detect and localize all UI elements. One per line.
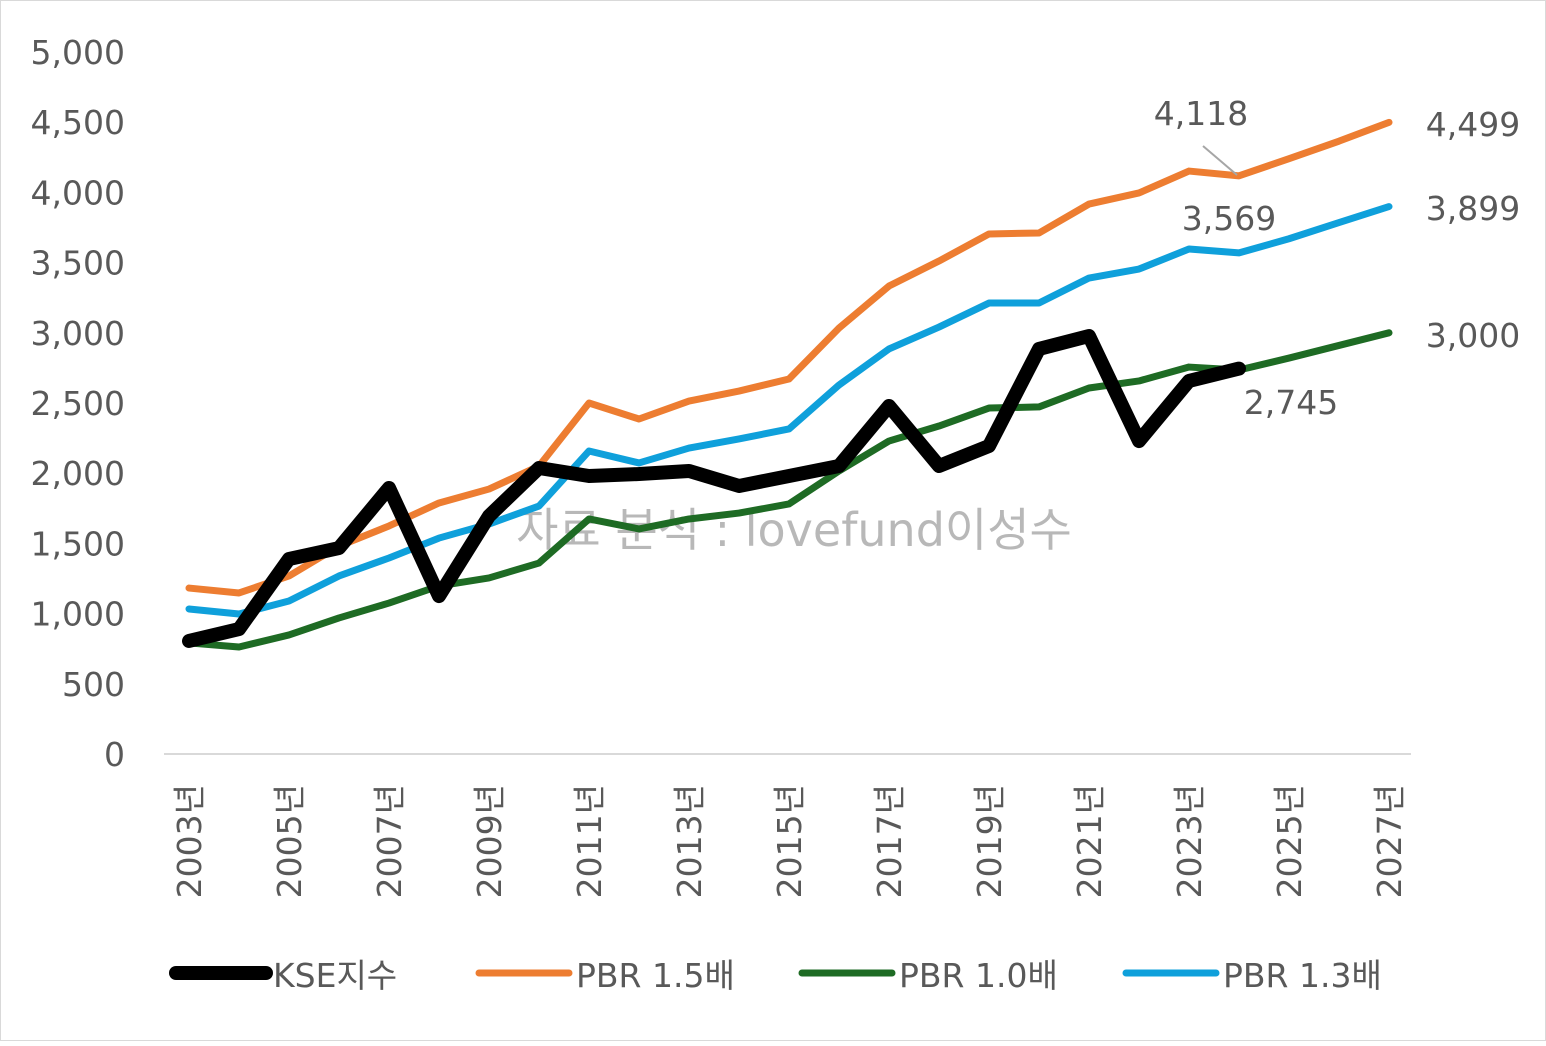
y-tick-label: 0 <box>104 735 125 774</box>
x-tick-label: 2025년 <box>1270 784 1309 898</box>
x-tick-label: 2009년 <box>470 784 509 898</box>
legend: KSE지수 PBR 1.5배 PBR 1.0배 PBR 1.3배 <box>169 956 1382 995</box>
y-tick-label: 3,000 <box>31 314 125 353</box>
annotations: 4,118 3,569 2,745 4,499 3,899 3,000 <box>1154 94 1520 422</box>
series-line-0 <box>182 329 1246 648</box>
y-tick-label: 500 <box>62 665 125 704</box>
y-tick-label: 3,500 <box>31 244 125 283</box>
x-tick-label: 2023년 <box>1170 784 1209 898</box>
y-tick-label: 1,500 <box>31 524 125 563</box>
data-label: 3,899 <box>1426 189 1520 228</box>
x-tick-label: 2013년 <box>670 784 709 898</box>
y-tick-label: 4,500 <box>31 103 125 142</box>
series-lines <box>182 118 1393 651</box>
watermark: 자료 분석 : lovefund이성수 <box>516 503 1072 557</box>
x-tick-label: 2021년 <box>1070 784 1109 898</box>
x-tick-label: 2017년 <box>870 784 909 898</box>
data-label: 3,000 <box>1426 316 1520 355</box>
legend-label-2: PBR 1.0배 <box>899 956 1058 995</box>
series-line-2 <box>185 329 1393 651</box>
data-label: 2,745 <box>1244 383 1338 422</box>
y-tick-label: 2,500 <box>31 384 125 423</box>
annotation-leader-line <box>1202 145 1238 176</box>
legend-label-0: KSE지수 <box>273 956 397 995</box>
x-tick-label: 2005년 <box>270 784 309 898</box>
series-line-3 <box>185 203 1393 618</box>
x-tick-label: 2019년 <box>970 784 1009 898</box>
data-label: 4,118 <box>1154 94 1248 133</box>
x-tick-label: 2027년 <box>1370 784 1409 898</box>
legend-label-3: PBR 1.3배 <box>1223 956 1382 995</box>
data-label: 4,499 <box>1426 105 1520 144</box>
y-axis: 0 500 1,000 1,500 2,000 2,500 3,000 3,500 4,000 4… <box>31 33 125 774</box>
x-tick-label: 2007년 <box>370 784 409 898</box>
x-tick-label: 2003년 <box>170 784 209 898</box>
x-axis: 2003년 2005년 2007년 2009년 2011년 2013년 2015년 2017년… <box>170 784 1409 898</box>
series-line-1 <box>185 118 1393 597</box>
data-label: 3,569 <box>1182 199 1276 238</box>
x-tick-label: 2011년 <box>570 784 609 898</box>
y-tick-label: 4,000 <box>31 173 125 212</box>
x-tick-label: 2015년 <box>770 784 809 898</box>
legend-label-1: PBR 1.5배 <box>576 956 735 995</box>
y-tick-label: 1,000 <box>31 595 125 634</box>
y-tick-label: 2,000 <box>31 454 125 493</box>
y-tick-label: 5,000 <box>31 33 125 72</box>
